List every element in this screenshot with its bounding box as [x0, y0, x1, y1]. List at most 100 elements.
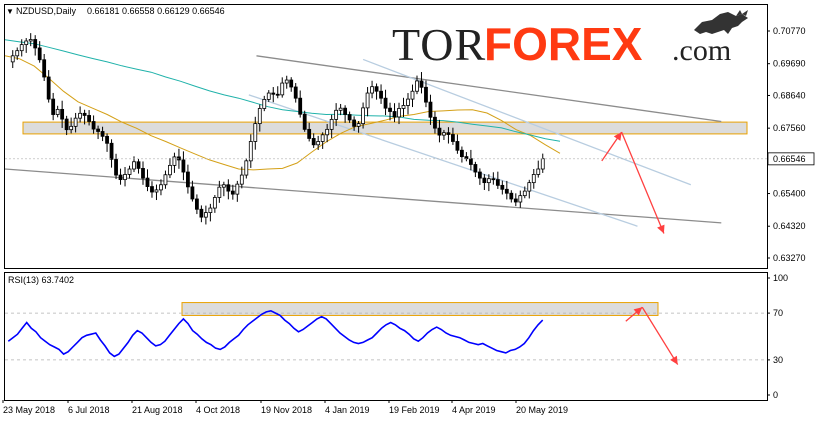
candle-body — [302, 113, 307, 130]
candle-body — [10, 55, 15, 63]
price-tick-label: 0.63270 — [773, 253, 806, 263]
candle-body — [504, 188, 509, 194]
candle-body — [428, 101, 433, 118]
candle-body — [280, 82, 285, 96]
candle-body — [141, 168, 145, 179]
axis-labels: 0.70770 0.69690 0.68640 0.67560 0.66546 0.654… — [2, 26, 815, 415]
candle-body — [24, 40, 29, 46]
logo-part-forex: FOREX — [484, 18, 643, 70]
moving-average-1 — [4, 39, 561, 142]
logo-part-tor: TOR — [392, 19, 486, 70]
date-tick-label: 19 Feb 2019 — [389, 405, 440, 415]
torforex-logo: TOR FOREX .com — [392, 10, 748, 70]
candle-body — [531, 174, 536, 184]
candle-body — [199, 208, 204, 218]
candle-body — [239, 174, 244, 185]
candle-body — [28, 39, 33, 42]
candle-body — [307, 128, 312, 139]
candle-body — [316, 141, 321, 146]
candle-body — [154, 189, 159, 193]
candle-body — [226, 184, 231, 192]
candle-body — [433, 116, 437, 129]
candle-body — [486, 178, 491, 184]
candle-body — [495, 179, 500, 186]
candle-body — [383, 97, 388, 109]
candle-body — [145, 177, 150, 187]
price-tick-label: 0.64320 — [773, 221, 806, 231]
candle-body — [217, 186, 222, 198]
rsi-forecast-arrow-1 — [641, 306, 679, 365]
channel-line-0 — [256, 55, 722, 123]
ohlc-readout: 0.66181 0.66558 0.66129 0.66546 — [87, 6, 225, 16]
candle-body — [540, 158, 545, 170]
candle-body — [46, 76, 51, 100]
candle-body — [284, 79, 289, 84]
current-price-box — [767, 152, 815, 166]
candle-body — [177, 156, 181, 161]
candle-body — [338, 107, 343, 111]
candle-body — [455, 141, 460, 151]
candle-body — [527, 182, 532, 192]
channel-line-3 — [248, 94, 638, 227]
price-tick-label: 0.66546 — [773, 154, 806, 164]
candle-body — [42, 59, 47, 78]
candle-body — [253, 123, 258, 142]
candle-body — [442, 132, 446, 136]
candle-body — [482, 177, 487, 184]
candle-body — [230, 190, 235, 195]
candle-body — [415, 80, 419, 92]
candle-body — [518, 195, 523, 203]
candle-body — [392, 111, 397, 118]
candle-body — [509, 192, 514, 200]
candle-body — [379, 90, 383, 99]
candle-body — [361, 107, 365, 125]
candle-body — [186, 171, 190, 188]
candle-body — [136, 161, 141, 169]
candle-body — [105, 135, 109, 144]
candle-body — [266, 92, 271, 100]
candle-body — [150, 186, 154, 193]
candle-body — [406, 98, 410, 106]
candle-body — [235, 183, 240, 195]
candle-body — [118, 174, 123, 181]
candle-body — [82, 112, 87, 116]
candle-body — [446, 132, 451, 135]
candle-body — [181, 159, 186, 173]
candle-body — [424, 86, 428, 103]
moving-average-0 — [4, 55, 561, 171]
candle-body — [64, 118, 69, 131]
candle-body — [37, 47, 42, 61]
forecast-arrow-1-head — [657, 224, 665, 234]
date-tick-label: 4 Oct 2018 — [196, 405, 240, 415]
instrument-label: NZDUSD,Daily — [16, 6, 77, 16]
rsi-tick-label: 70 — [773, 308, 783, 318]
candle-body — [194, 198, 199, 210]
candle-body — [334, 109, 339, 120]
candle-body — [262, 99, 267, 109]
candle-body — [401, 105, 406, 109]
candle-body — [365, 92, 370, 109]
candle-body — [388, 107, 392, 112]
date-tick-label: 21 Aug 2018 — [132, 405, 183, 415]
rsi-readout: RSI(13) 63.7402 — [8, 275, 74, 285]
candle-body — [370, 86, 374, 94]
candle-body — [311, 138, 316, 146]
price-tick-label: 0.65400 — [773, 189, 806, 199]
candle-body — [208, 207, 213, 213]
rsi-forecast-arrow-0-head — [633, 307, 643, 316]
rsi-tick-label: 30 — [773, 355, 783, 365]
candle-body — [33, 39, 38, 49]
main-chart-frame — [4, 4, 768, 269]
rsi-plot-area — [5, 302, 767, 365]
candle-body — [500, 184, 505, 190]
channel-line-2 — [362, 58, 692, 186]
candle-body — [437, 127, 442, 136]
candle-body — [132, 161, 136, 170]
candle-body — [15, 50, 20, 57]
candle-body — [374, 86, 379, 92]
candle-body — [347, 114, 352, 121]
candle-body — [477, 171, 482, 179]
price-tick-label: 0.67560 — [773, 123, 806, 133]
candle-body — [536, 168, 541, 175]
